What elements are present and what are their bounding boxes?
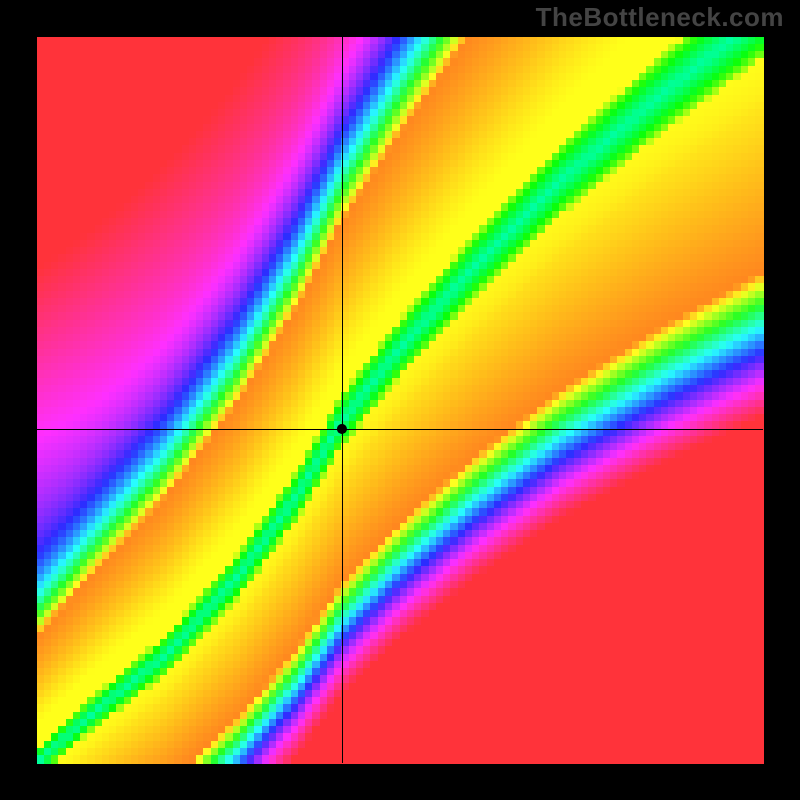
heatmap-canvas: [0, 0, 800, 800]
chart-container: TheBottleneck.com: [0, 0, 800, 800]
watermark-text: TheBottleneck.com: [536, 2, 784, 33]
